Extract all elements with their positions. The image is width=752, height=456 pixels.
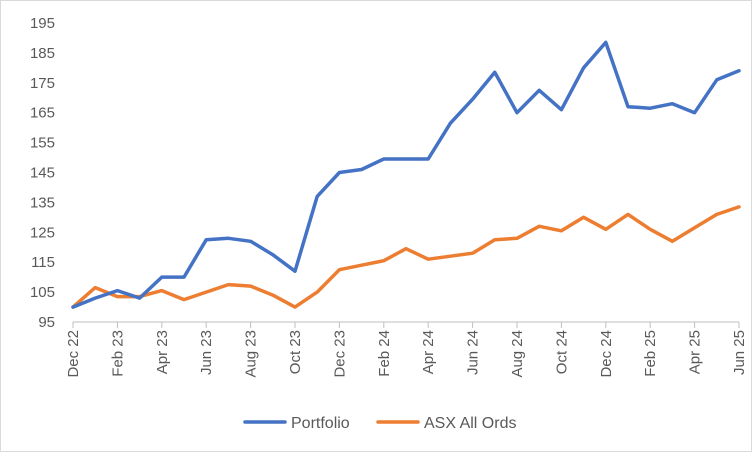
x-tick-label: Jun 25: [731, 330, 748, 375]
x-tick-label: Dec 23: [331, 330, 348, 378]
y-tick-label: 145: [30, 165, 55, 182]
x-tick-label: Feb 25: [642, 330, 659, 377]
x-tick-label: Dec 22: [65, 330, 82, 378]
y-tick-label: 125: [30, 224, 55, 241]
x-tick-label: Aug 23: [243, 330, 260, 378]
y-tick-label: 165: [30, 105, 55, 122]
y-tick-label: 155: [30, 135, 55, 152]
y-tick-label: 185: [30, 45, 55, 62]
x-tick-label: Oct 24: [553, 330, 570, 374]
x-tick-label: Apr 23: [154, 330, 171, 374]
x-tick-label: Apr 24: [420, 330, 437, 374]
x-tick-label: Feb 23: [109, 330, 126, 377]
x-tick-label: Oct 23: [287, 330, 304, 374]
series-layer: [71, 40, 741, 309]
x-tick-label: Dec 24: [598, 330, 615, 378]
y-tick-label: 175: [30, 75, 55, 92]
x-tick-label: Jun 23: [198, 330, 215, 375]
x-tick-label: Apr 25: [687, 330, 704, 374]
x-axis: Dec 22 Feb 23 Apr 23 Jun 23 Aug 23 Oct 23 Dec …: [65, 321, 748, 378]
y-tick-label: 135: [30, 194, 55, 211]
x-tick-label: Feb 24: [376, 330, 393, 377]
legend-label: Portfolio: [291, 415, 350, 432]
series-line-asx-all-ords: [71, 205, 741, 309]
x-tick-label: Jun 24: [465, 330, 482, 375]
y-tick-label: 95: [38, 314, 55, 331]
y-tick-label: 195: [30, 15, 55, 32]
legend: Portfolio ASX All Ords: [243, 415, 516, 432]
legend-label: ASX All Ords: [424, 415, 516, 432]
y-axis: 95 105 115 125 135 145 155 165 175 185 195: [30, 15, 55, 331]
series-line-portfolio: [71, 40, 741, 309]
y-tick-label: 115: [31, 254, 55, 271]
x-tick-label: Aug 24: [509, 330, 526, 378]
y-tick-label: 105: [30, 284, 55, 301]
